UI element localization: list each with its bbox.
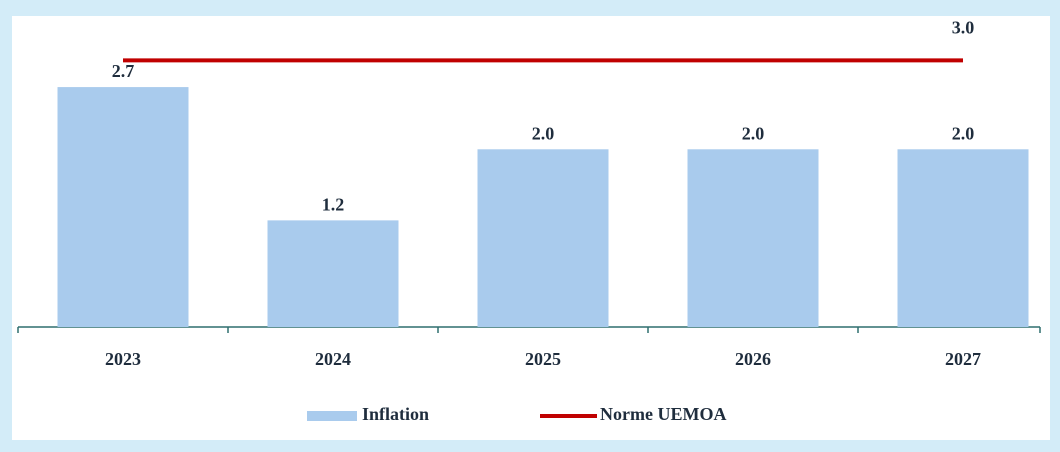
data-label: 2.7 bbox=[112, 61, 135, 81]
x-tick-label: 2024 bbox=[315, 349, 351, 369]
bar bbox=[267, 220, 399, 327]
data-label: 2.0 bbox=[952, 123, 975, 143]
data-label: 1.2 bbox=[322, 194, 345, 214]
x-tick-label: 2023 bbox=[105, 349, 141, 369]
data-label: 2.0 bbox=[742, 123, 765, 143]
bar bbox=[897, 149, 1029, 327]
bar bbox=[687, 149, 819, 327]
legend-swatch bbox=[307, 411, 357, 421]
legend-label: Norme UEMOA bbox=[600, 404, 726, 424]
x-tick-label: 2025 bbox=[525, 349, 561, 369]
data-label: 3.0 bbox=[952, 18, 975, 38]
legend-label: Inflation bbox=[362, 404, 429, 424]
x-tick-label: 2026 bbox=[735, 349, 771, 369]
x-tick-label: 2027 bbox=[945, 349, 981, 369]
data-label: 2.0 bbox=[532, 123, 555, 143]
bar bbox=[477, 149, 609, 327]
bar bbox=[57, 87, 189, 327]
